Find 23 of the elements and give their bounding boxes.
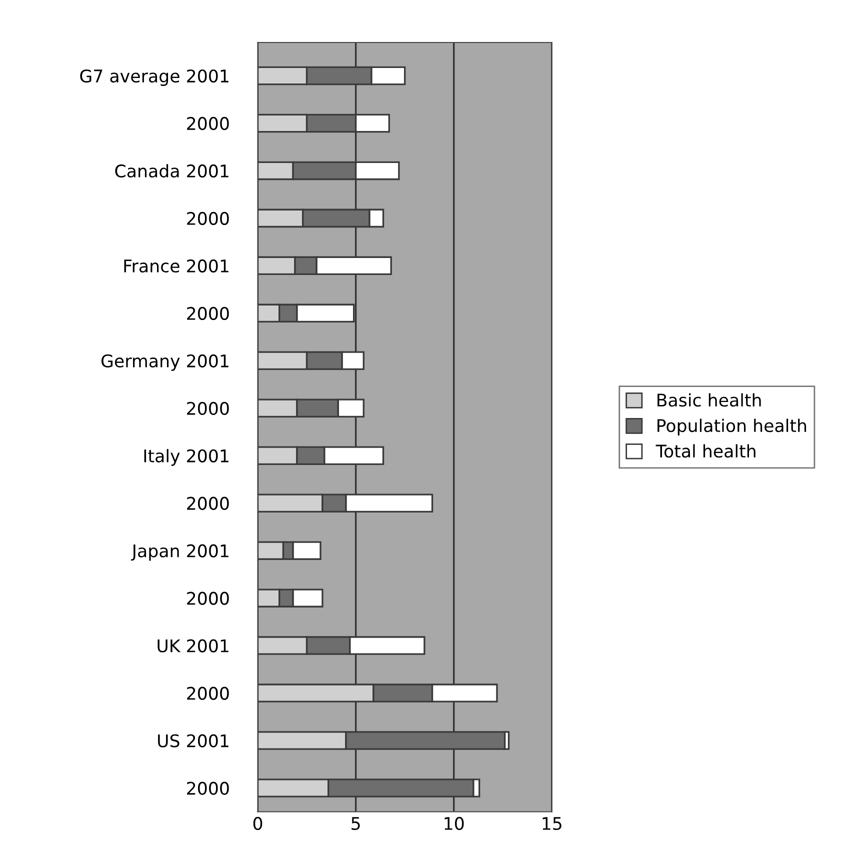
x-tick-label: 0 bbox=[253, 816, 262, 830]
y-tick-label: Canada 2001 bbox=[115, 164, 228, 178]
legend-label: Population health bbox=[658, 418, 806, 436]
y-tick-label: 2000 bbox=[187, 592, 229, 605]
y-tick-label: G7 average 2001 bbox=[80, 69, 228, 86]
y-tick-label: US 2001 bbox=[158, 734, 228, 748]
x-tick-label: 5 bbox=[352, 817, 360, 830]
y-tick-label: 2000 bbox=[187, 212, 229, 226]
y-tick-label: France 2001 bbox=[124, 259, 228, 273]
y-tick-label: 2000 bbox=[187, 496, 229, 510]
y-tick-label: Italy 2001 bbox=[144, 449, 228, 466]
y-tick-label: 2000 bbox=[187, 116, 229, 130]
y-tick-label: 2000 bbox=[187, 782, 229, 795]
y-tick-label: Japan 2001 bbox=[130, 544, 228, 561]
y-tick-label: 2000 bbox=[187, 686, 229, 700]
y-tick-label: 2000 bbox=[187, 306, 229, 320]
y-tick-label: UK 2001 bbox=[158, 639, 228, 652]
y-tick-label: 2000 bbox=[187, 402, 229, 415]
legend-label: Total health bbox=[656, 444, 756, 458]
legend-label: Basic health bbox=[658, 393, 761, 407]
x-tick-label: 10 bbox=[444, 816, 464, 830]
x-tick-label: 15 bbox=[542, 817, 562, 830]
y-tick-label: Germany 2001 bbox=[101, 354, 228, 371]
